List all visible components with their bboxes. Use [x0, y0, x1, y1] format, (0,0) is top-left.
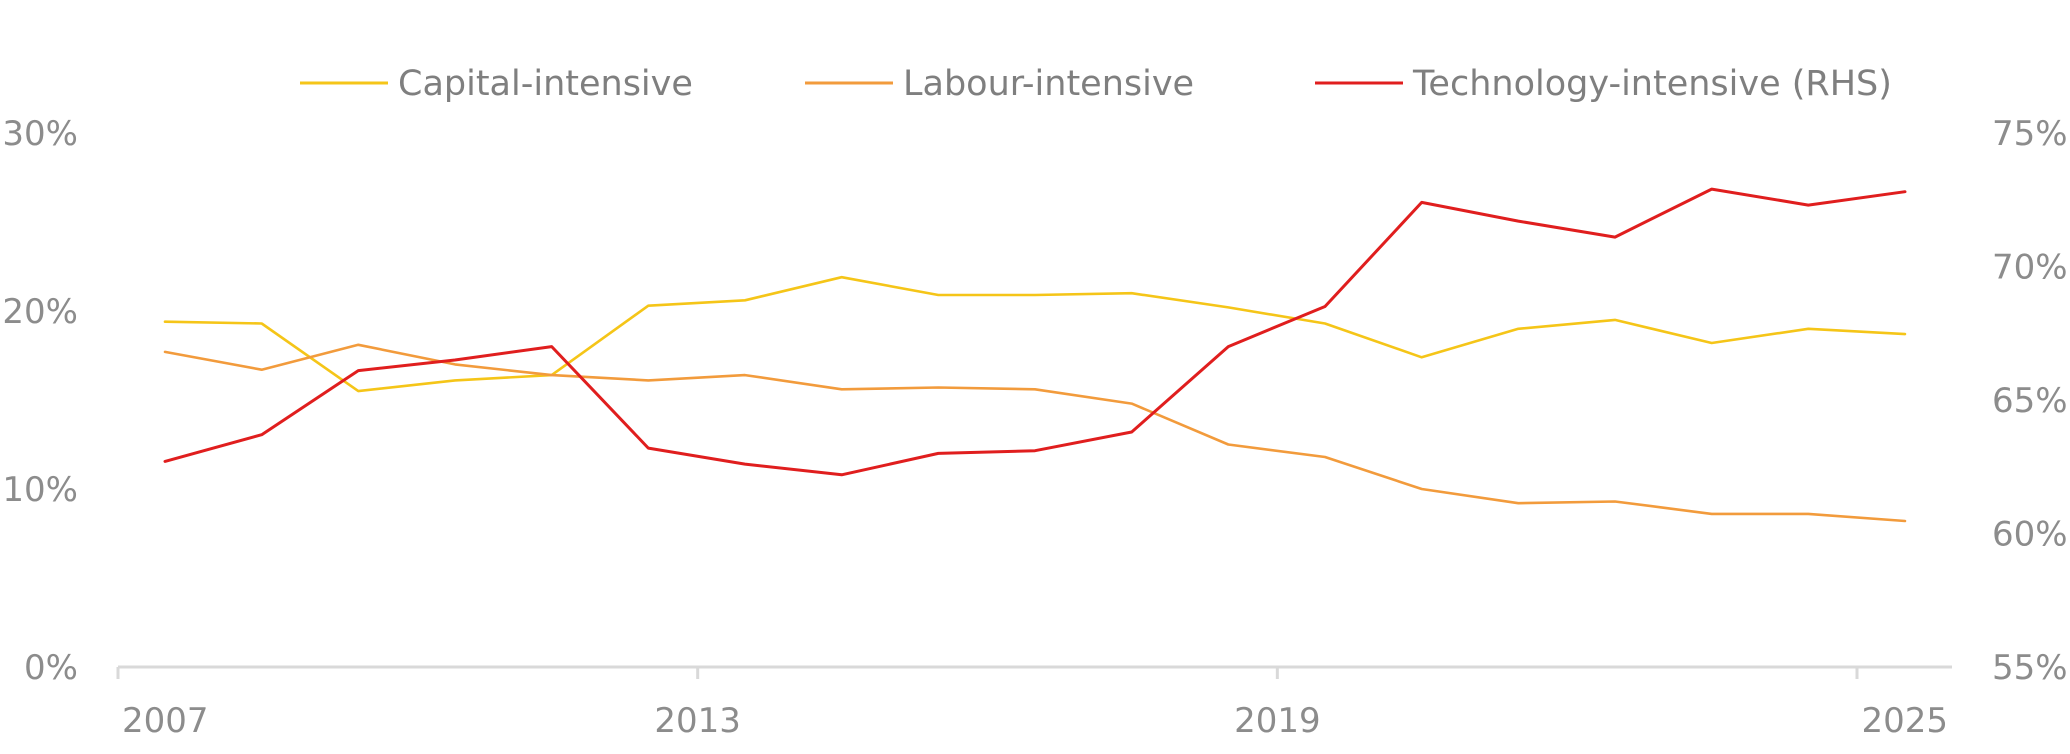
- series-line-0: [163, 275, 1907, 393]
- chart-legend: Capital-intensive Labour-intensive Technol…: [300, 64, 1892, 104]
- series-line-2: [163, 187, 1907, 477]
- y-left-tick-label: 30%: [2, 114, 78, 154]
- x-tick-label: 2013: [654, 701, 741, 741]
- y-right-tick-label: 55%: [1992, 648, 2068, 688]
- y-right-tick-label: 70%: [1992, 248, 2068, 288]
- series-lines: [163, 187, 1907, 523]
- y-left-tick-label: 0%: [24, 648, 78, 688]
- legend-label: Technology-intensive (RHS): [1412, 64, 1892, 104]
- y-left-tick-label: 20%: [2, 292, 78, 332]
- tick-labels: 0% 10% 20% 30% 55% 60% 65% 70% 75% 2007 2013 2019 20…: [2, 114, 2067, 741]
- x-tick-label: 2019: [1234, 701, 1321, 741]
- chart-axes: [116, 665, 1952, 679]
- x-tick-label: 2007: [122, 701, 209, 741]
- series-line-1: [163, 343, 1907, 523]
- legend-label: Labour-intensive: [903, 64, 1194, 104]
- y-left-tick-label: 10%: [2, 470, 78, 510]
- legend-label: Capital-intensive: [398, 64, 693, 104]
- y-right-tick-label: 60%: [1992, 515, 2068, 555]
- x-tick-label: 2025: [1861, 701, 1948, 741]
- y-right-tick-label: 65%: [1992, 381, 2068, 421]
- y-right-tick-label: 75%: [1992, 114, 2068, 154]
